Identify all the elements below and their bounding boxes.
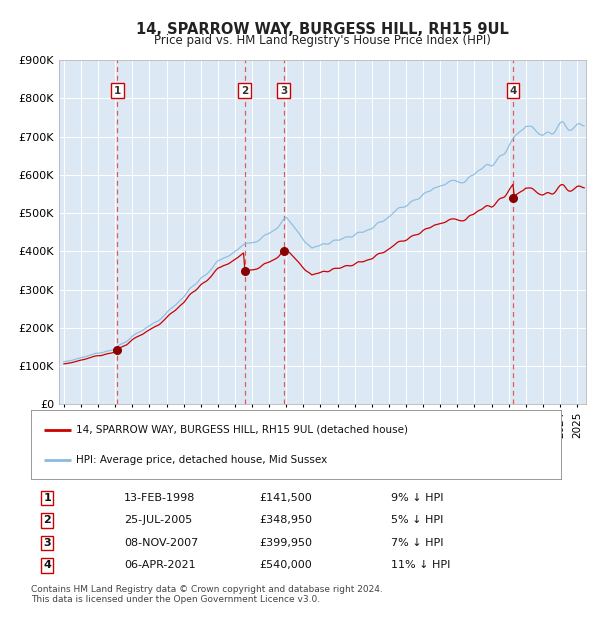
Text: 1: 1 — [43, 493, 51, 503]
Text: Contains HM Land Registry data © Crown copyright and database right 2024.: Contains HM Land Registry data © Crown c… — [31, 585, 383, 595]
Text: 3: 3 — [43, 538, 51, 548]
Text: HPI: Average price, detached house, Mid Sussex: HPI: Average price, detached house, Mid … — [76, 454, 328, 464]
Text: 1: 1 — [113, 86, 121, 95]
Text: 4: 4 — [509, 86, 517, 95]
Text: 06-APR-2021: 06-APR-2021 — [124, 560, 196, 570]
Text: 14, SPARROW WAY, BURGESS HILL, RH15 9UL: 14, SPARROW WAY, BURGESS HILL, RH15 9UL — [136, 22, 509, 37]
Text: 25-JUL-2005: 25-JUL-2005 — [124, 515, 192, 525]
Text: £348,950: £348,950 — [259, 515, 312, 525]
Text: 7% ↓ HPI: 7% ↓ HPI — [391, 538, 444, 548]
Text: 5% ↓ HPI: 5% ↓ HPI — [391, 515, 444, 525]
Text: 3: 3 — [280, 86, 287, 95]
Text: £540,000: £540,000 — [259, 560, 312, 570]
Text: £399,950: £399,950 — [259, 538, 312, 548]
Text: 9% ↓ HPI: 9% ↓ HPI — [391, 493, 444, 503]
Text: 14, SPARROW WAY, BURGESS HILL, RH15 9UL (detached house): 14, SPARROW WAY, BURGESS HILL, RH15 9UL … — [76, 425, 408, 435]
Text: 4: 4 — [43, 560, 51, 570]
Text: £141,500: £141,500 — [259, 493, 312, 503]
Text: 2: 2 — [43, 515, 51, 525]
Text: This data is licensed under the Open Government Licence v3.0.: This data is licensed under the Open Gov… — [31, 595, 320, 604]
Text: 13-FEB-1998: 13-FEB-1998 — [124, 493, 195, 503]
Text: 11% ↓ HPI: 11% ↓ HPI — [391, 560, 451, 570]
Text: 2: 2 — [241, 86, 248, 95]
Text: 08-NOV-2007: 08-NOV-2007 — [124, 538, 198, 548]
Text: Price paid vs. HM Land Registry's House Price Index (HPI): Price paid vs. HM Land Registry's House … — [154, 34, 491, 47]
